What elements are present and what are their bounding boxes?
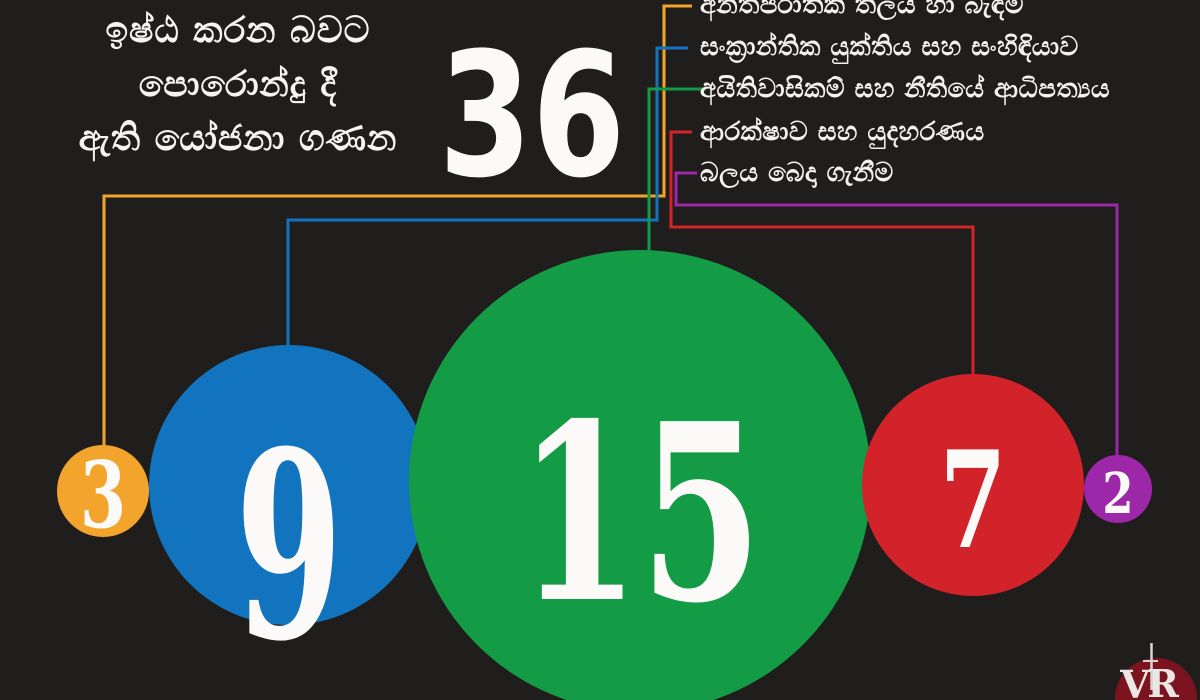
bubble-value-security: 7: [939, 421, 1007, 579]
bubble-international: [57, 445, 149, 537]
bubble-power-sharing: [1084, 455, 1152, 523]
legend-item-international: අන්තර්ජාතික තලය හා බැඳීම: [700, 0, 1024, 20]
bubble-value-transitional-justice: 9: [235, 395, 343, 698]
vr-logo-circle: [1115, 658, 1197, 700]
legend-item-power-sharing: බලය බෙදා ගැනීම: [700, 158, 894, 188]
bubble-value-power-sharing: 2: [1102, 461, 1134, 527]
bubble-value-international: 3: [79, 441, 127, 549]
legend-item-security: ආරක්ෂාව සහ යුදහරණය: [700, 117, 985, 147]
total-count: 36: [438, 15, 626, 216]
bubble-security: [862, 374, 1084, 596]
vr-logo-letter-r: R: [1147, 661, 1179, 700]
connector-line-rights-rule-of-law: [647, 87, 706, 254]
chart-title: ඉෂ්ඨ කරන බවට පොරොන්දු දී ඇති යෝජනා ගණන: [28, 4, 448, 166]
chart-title-line-2: පොරොන්දු දී: [138, 64, 338, 105]
connector-line-power-sharing: [674, 171, 1119, 457]
legend-item-rights-rule-of-law: අයිතිවාසිකම් සහ නීතියේ ආධිපත්‍යය: [700, 74, 1111, 104]
vr-logo-letter-v: V: [1119, 662, 1151, 700]
bubble-transitional-justice: [149, 345, 429, 625]
chart-title-line-3: ඇති යෝජනා ගණන: [78, 118, 398, 159]
connector-line-transitional-justice: [286, 46, 688, 347]
bubble-rights-rule-of-law: [409, 250, 871, 700]
vr-logo: V R: [1115, 643, 1197, 700]
legend-item-transitional-justice: සංක්‍රාන්තික යුක්තිය සහ සංහිඳියාව: [700, 32, 1079, 62]
chart-title-line-1: ඉෂ්ඨ කරන බවට: [105, 10, 371, 51]
bubble-value-rights-rule-of-law: 15: [517, 370, 763, 657]
connector-line-international: [102, 4, 692, 448]
connector-line-security: [669, 130, 975, 376]
